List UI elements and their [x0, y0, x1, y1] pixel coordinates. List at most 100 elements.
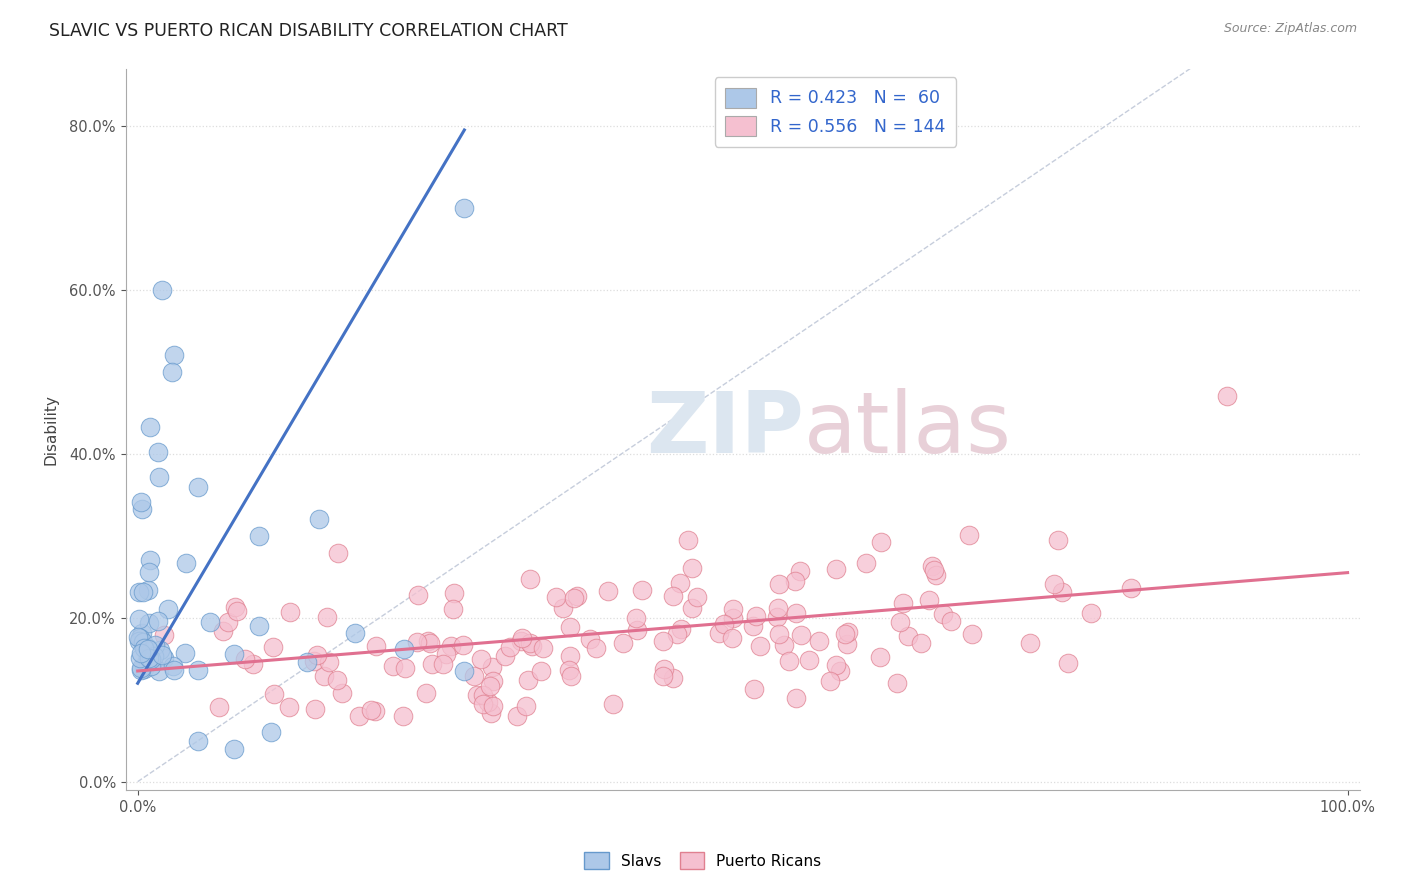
Point: [789, 564, 811, 578]
Point: [211, 624, 233, 639]
Point: [139, 659, 162, 673]
Point: [136, 654, 159, 668]
Point: [765, 610, 787, 624]
Point: [128, 633, 150, 648]
Point: [128, 632, 150, 646]
Point: [519, 572, 541, 586]
Point: [596, 584, 619, 599]
Point: [415, 686, 437, 700]
Point: [432, 657, 454, 671]
Point: [470, 652, 492, 666]
Point: [869, 535, 891, 549]
Point: [441, 601, 464, 615]
Point: [224, 647, 246, 661]
Point: [960, 626, 983, 640]
Point: [1056, 656, 1078, 670]
Point: [681, 600, 703, 615]
Point: [349, 709, 371, 723]
Point: [886, 676, 908, 690]
Point: [612, 636, 634, 650]
Point: [150, 283, 173, 297]
Point: [742, 619, 765, 633]
Point: [132, 635, 155, 649]
Legend: R = 0.423   N =  60, R = 0.556   N = 144: R = 0.423 N = 60, R = 0.556 N = 144: [714, 78, 956, 147]
Point: [818, 674, 841, 689]
Point: [768, 600, 790, 615]
Point: [305, 648, 328, 662]
Point: [669, 622, 692, 636]
Point: [479, 706, 502, 721]
Point: [318, 656, 340, 670]
Point: [825, 657, 848, 672]
Point: [217, 615, 239, 629]
Point: [419, 636, 441, 650]
Point: [364, 704, 387, 718]
Point: [308, 512, 330, 526]
Point: [824, 562, 846, 576]
Point: [855, 556, 877, 570]
Point: [768, 626, 790, 640]
Point: [163, 663, 186, 677]
Point: [661, 671, 683, 685]
Point: [453, 664, 475, 678]
Point: [136, 640, 159, 655]
Point: [131, 663, 153, 677]
Point: [142, 648, 165, 663]
Point: [420, 657, 443, 672]
Point: [1043, 577, 1066, 591]
Point: [208, 700, 231, 714]
Point: [922, 563, 945, 577]
Point: [260, 725, 283, 739]
Point: [558, 648, 581, 663]
Point: [785, 574, 807, 589]
Point: [344, 626, 367, 640]
Point: [148, 470, 170, 484]
Text: ZIP: ZIP: [647, 388, 804, 471]
Point: [1215, 389, 1237, 403]
Point: [304, 654, 326, 668]
Point: [837, 625, 859, 640]
Point: [436, 647, 458, 661]
Point: [150, 648, 173, 662]
Point: [869, 650, 891, 665]
Point: [136, 582, 159, 597]
Point: [773, 639, 796, 653]
Point: [278, 605, 301, 619]
Point: [662, 590, 685, 604]
Point: [328, 546, 350, 560]
Point: [626, 611, 648, 625]
Point: [381, 658, 404, 673]
Point: [509, 634, 531, 648]
Point: [163, 348, 186, 362]
Point: [187, 663, 209, 677]
Point: [394, 661, 416, 675]
Point: [224, 600, 246, 615]
Point: [891, 596, 914, 610]
Point: [152, 628, 174, 642]
Point: [187, 479, 209, 493]
Point: [146, 615, 169, 629]
Point: [631, 583, 654, 598]
Point: [149, 643, 172, 657]
Point: [312, 669, 335, 683]
Point: [748, 639, 770, 653]
Point: [247, 619, 270, 633]
Point: [785, 690, 807, 705]
Point: [392, 641, 415, 656]
Point: [579, 632, 602, 646]
Point: [1046, 533, 1069, 547]
Point: [127, 630, 149, 644]
Point: [134, 640, 156, 655]
Point: [187, 733, 209, 747]
Point: [262, 640, 284, 655]
Point: [546, 590, 568, 604]
Point: [139, 652, 162, 666]
Point: [477, 695, 499, 709]
Point: [224, 742, 246, 756]
Point: [707, 625, 730, 640]
Point: [128, 585, 150, 599]
Point: [416, 634, 439, 648]
Point: [465, 688, 488, 702]
Point: [652, 669, 675, 683]
Point: [889, 615, 911, 629]
